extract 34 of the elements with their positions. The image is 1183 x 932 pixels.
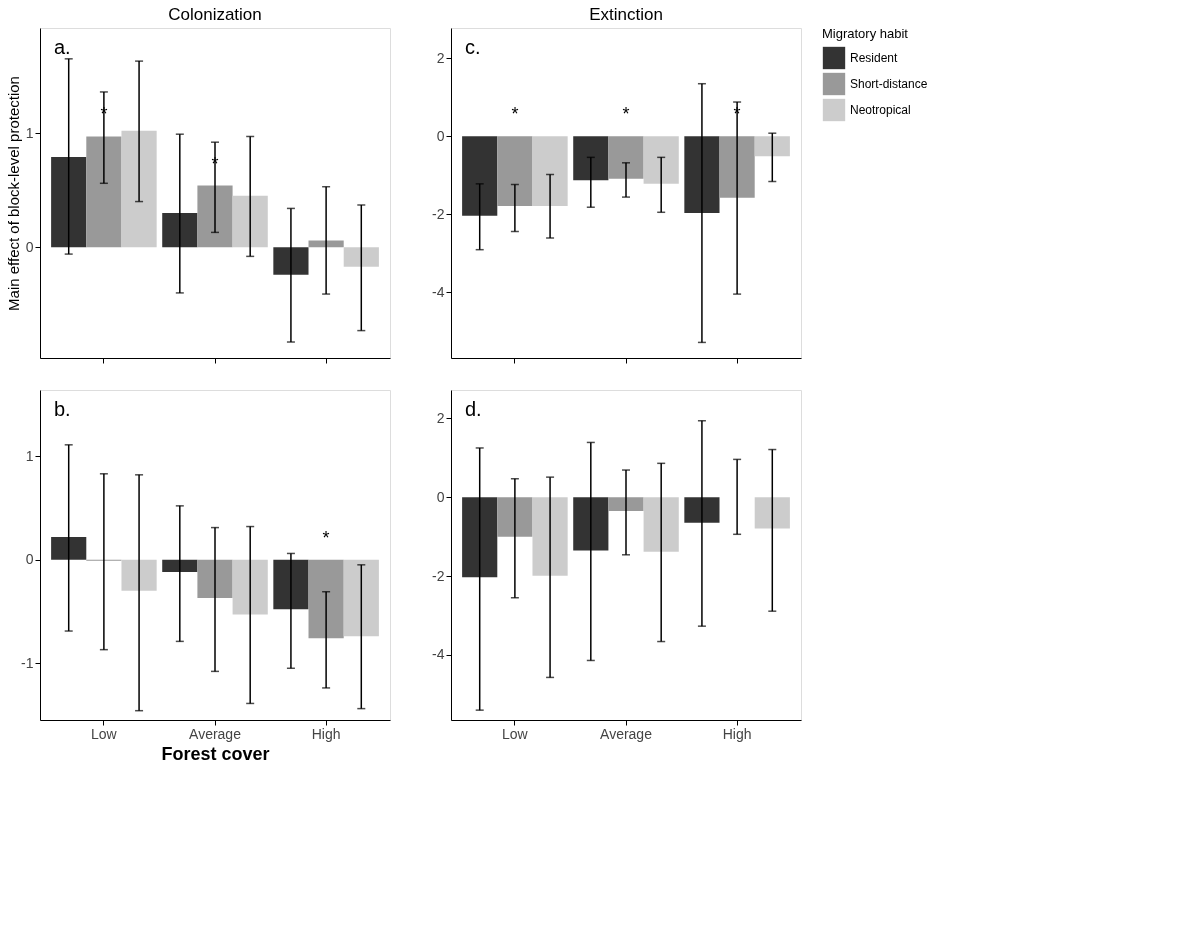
x-tick-label: Average — [600, 725, 653, 742]
y-tick-label: -2 — [432, 205, 445, 222]
annotation: * — [622, 104, 630, 125]
x-tick-label: Low — [91, 725, 118, 742]
x-tick-label: High — [311, 725, 341, 742]
annotation: * — [511, 104, 519, 125]
chart-title: Colonization — [168, 5, 262, 24]
y-tick-label: -4 — [432, 646, 445, 663]
y-tick-label: -4 — [432, 283, 445, 300]
y-tick-label: 0 — [25, 238, 34, 255]
legend-label: Short-distance — [850, 77, 928, 91]
y-tick-label: 2 — [436, 49, 445, 66]
legend-title: Migratory habit — [822, 26, 909, 41]
annotation: a. — [54, 36, 71, 58]
y-tick-label: 2 — [436, 409, 445, 426]
x-axis-title: Forest cover — [161, 743, 270, 764]
y-tick-label: 1 — [25, 447, 34, 464]
chart-title: Extinction — [589, 5, 663, 24]
y-tick-label: 0 — [25, 551, 34, 568]
annotation: c. — [465, 36, 481, 58]
legend-label: Neotropical — [850, 103, 911, 117]
annotation: * — [322, 527, 330, 548]
y-tick-label: -1 — [21, 654, 34, 671]
y-tick-label: 0 — [436, 127, 445, 144]
x-tick-label: Average — [189, 725, 242, 742]
annotation: d. — [465, 398, 482, 420]
x-tick-label: Low — [502, 725, 529, 742]
legend-label: Resident — [850, 51, 899, 65]
annotation: b. — [54, 398, 71, 420]
y-tick-label: -2 — [432, 567, 445, 584]
y-tick-label: 1 — [25, 124, 34, 141]
x-tick-label: High — [722, 725, 752, 742]
y-tick-label: 0 — [436, 488, 445, 505]
y-axis-title: Main effect of block-level protection — [4, 76, 22, 311]
